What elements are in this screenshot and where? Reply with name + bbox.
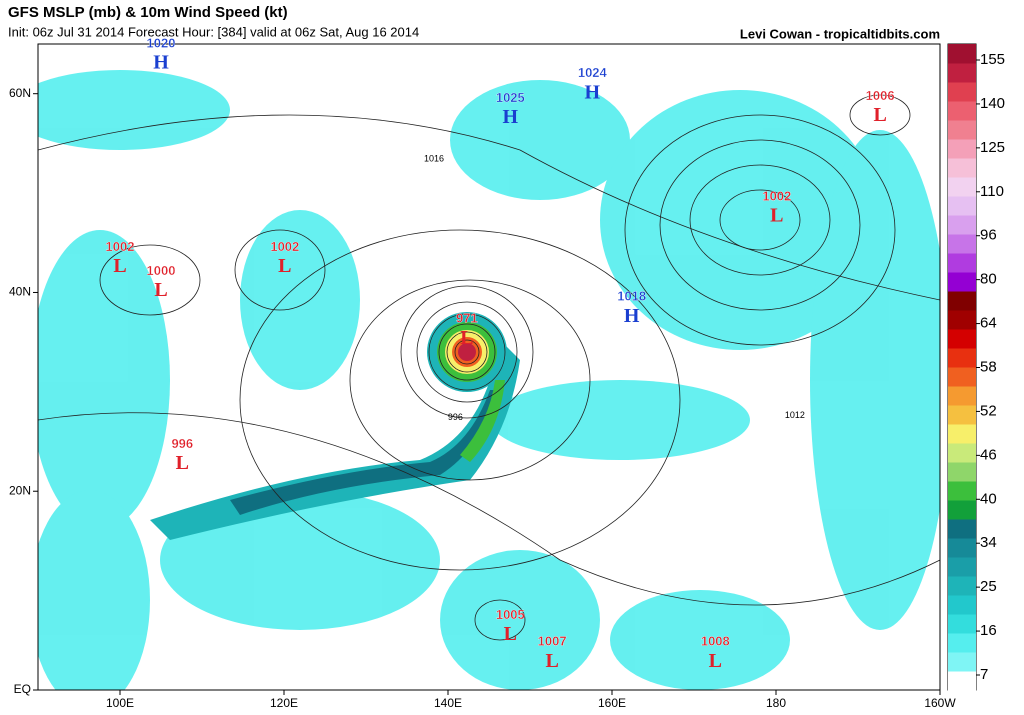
map-field (38, 44, 940, 690)
colorbar-swatch (948, 310, 976, 330)
colorbar-swatch (948, 44, 976, 64)
colorbar-swatch (948, 253, 976, 273)
lon-tick-label: 120E (270, 696, 298, 710)
pressure-center: L (154, 279, 167, 301)
pressure-value: 1025 (496, 90, 525, 105)
lon-tick-label: 140E (434, 696, 462, 710)
colorbar-swatch (948, 614, 976, 634)
colorbar-tick-label: 64 (980, 315, 997, 332)
pressure-center: L (113, 255, 126, 277)
colorbar-tick-label: 7 (980, 666, 988, 683)
pressure-center: L (873, 104, 886, 126)
pressure-value: 1018 (617, 289, 646, 304)
colorbar-tick-label: 125 (980, 139, 1005, 156)
pressure-center: H (503, 106, 519, 128)
credit: Levi Cowan - tropicaltidbits.com (740, 26, 940, 41)
pressure-value: 1002 (106, 239, 135, 254)
pressure-value: 971 (456, 311, 478, 326)
lon-tick-label: 100E (106, 696, 134, 710)
lat-tick-label: 20N (9, 483, 31, 497)
colorbar-swatch (948, 367, 976, 387)
lat-tick-label: EQ (14, 682, 31, 696)
colorbar-tick-label: 155 (980, 51, 1005, 68)
colorbar-swatch (948, 348, 976, 368)
colorbar-swatch (948, 177, 976, 197)
lon-tick-label: 160E (598, 696, 626, 710)
colorbar-swatch (948, 329, 976, 349)
pressure-center: L (504, 623, 517, 645)
map-frame (37, 43, 941, 691)
colorbar-tick-label: 140 (980, 95, 1005, 112)
colorbar-swatch (948, 158, 976, 178)
colorbar-swatch (948, 82, 976, 102)
colorbar-swatch (948, 462, 976, 482)
colorbar-swatch (948, 405, 976, 425)
colorbar-tick-label: 96 (980, 227, 997, 244)
pressure-center: L (278, 255, 291, 277)
colorbar-swatch (948, 272, 976, 292)
pressure-value: 1005 (496, 607, 525, 622)
contour-label: 1016 (424, 154, 444, 164)
contour-label: 996 (448, 412, 463, 422)
colorbar-swatch (948, 424, 976, 444)
colorbar-tick-label: 16 (980, 622, 997, 639)
colorbar-swatch (948, 63, 976, 83)
pressure-center: L (709, 650, 722, 672)
colorbar-swatch (948, 652, 976, 672)
colorbar-swatch (948, 443, 976, 463)
pressure-value: 1002 (270, 239, 299, 254)
pressure-value: 1024 (578, 65, 608, 80)
lon-tick-label: 180 (766, 696, 786, 710)
colorbar-swatch (948, 139, 976, 159)
colorbar-tick-label: 34 (980, 534, 997, 551)
lat-tick-label: 40N (9, 285, 31, 299)
pressure-center: H (153, 51, 169, 73)
colorbar-swatch (948, 633, 976, 653)
colorbar-swatch (948, 234, 976, 254)
pressure-center: L (176, 452, 189, 474)
lon-tick-label: 160W (924, 696, 956, 710)
pressure-value: 1000 (147, 263, 176, 278)
colorbar-swatch (948, 196, 976, 216)
pressure-center: H (585, 81, 601, 103)
colorbar-tick-label: 52 (980, 402, 997, 419)
lat-tick-label: 60N (9, 86, 31, 100)
colorbar-swatch (948, 538, 976, 558)
colorbar-swatch (948, 101, 976, 121)
pressure-center: L (545, 650, 558, 672)
colorbar-swatch (948, 386, 976, 406)
colorbar-tick-label: 25 (980, 578, 997, 595)
colorbar-swatch (948, 500, 976, 520)
contour-label: 1012 (785, 410, 805, 420)
colorbar-swatch (948, 120, 976, 140)
pressure-value: 1007 (538, 634, 567, 649)
colorbar-swatch (948, 576, 976, 596)
colorbar-swatch (948, 215, 976, 235)
colorbar-tick-label: 40 (980, 490, 997, 507)
colorbar-swatch (948, 519, 976, 539)
pressure-value: 1002 (762, 188, 791, 203)
pressure-center: H (624, 305, 640, 327)
colorbar-swatch (948, 291, 976, 311)
colorbar-tick-label: 58 (980, 358, 997, 375)
pressure-value: 1008 (701, 634, 730, 649)
pressure-value: 996 (171, 436, 193, 451)
pressure-center: L (770, 205, 783, 227)
title: GFS MSLP (mb) & 10m Wind Speed (kt) (8, 4, 288, 21)
pressure-value: 1006 (866, 88, 895, 103)
pressure-value: 1020 (147, 35, 176, 50)
colorbar-swatch (948, 557, 976, 577)
colorbar-tick-label: 110 (980, 183, 1004, 200)
colorbar-tick-label: 46 (980, 446, 997, 463)
pressure-center: L (460, 327, 473, 349)
colorbar-tick-label: 80 (980, 271, 997, 288)
colorbar-swatch (948, 481, 976, 501)
colorbar-swatch (948, 595, 976, 615)
colorbar-swatch (948, 671, 976, 691)
subtitle: Init: 06z Jul 31 2014 Forecast Hour: [38… (8, 24, 419, 39)
